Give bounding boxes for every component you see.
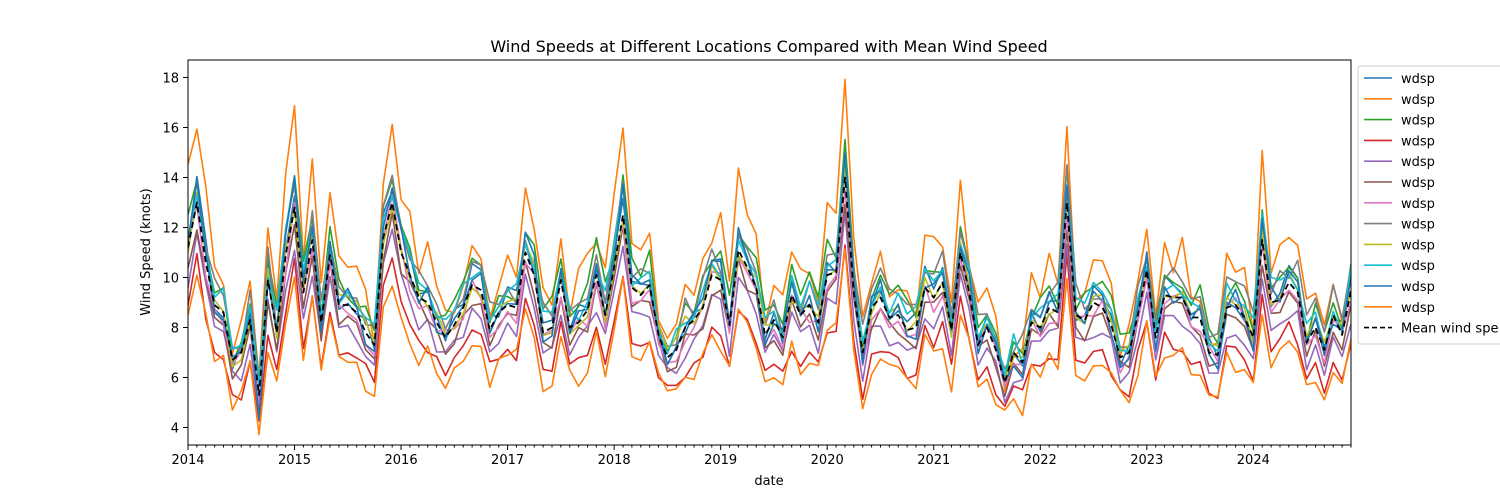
legend-label: wdsp <box>1401 197 1435 212</box>
series-layer <box>188 78 1351 436</box>
y-tick-label: 10 <box>162 272 179 287</box>
series-line-10 <box>188 153 1351 385</box>
legend-label: wdsp <box>1401 301 1435 316</box>
y-tick-label: 8 <box>171 322 179 337</box>
x-tick-label: 2015 <box>278 453 311 468</box>
x-tick-label: 2023 <box>1130 453 1163 468</box>
x-tick-label: 2021 <box>917 453 950 468</box>
y-tick-label: 18 <box>162 72 179 87</box>
chart-title: Wind Speeds at Different Locations Compa… <box>490 37 1047 56</box>
legend-label: Mean wind spe <box>1401 322 1498 337</box>
y-tick-label: 12 <box>162 222 179 237</box>
y-axis-label: Wind Speed (knots) <box>139 188 154 315</box>
legend-label: wdsp <box>1401 134 1435 149</box>
x-tick-label: 2016 <box>385 453 418 468</box>
y-tick-label: 14 <box>162 172 179 187</box>
y-tick-label: 6 <box>171 372 179 387</box>
legend-frame <box>1357 65 1500 345</box>
x-tick-label: 2018 <box>598 453 631 468</box>
legend-label: wdsp <box>1401 259 1435 274</box>
x-tick-label: 2019 <box>704 453 737 468</box>
legend-label: wdsp <box>1401 218 1435 233</box>
x-tick-label: 2017 <box>491 453 524 468</box>
x-axis: 2014 2015 2016 2017 2018 2019 2020 2021 2022 2023… <box>171 445 1352 468</box>
plot-area <box>187 59 1352 446</box>
series-line-8 <box>188 155 1351 380</box>
x-tick-label: 2014 <box>171 453 204 468</box>
x-axis-label: date <box>754 474 783 489</box>
legend-label: wdsp <box>1401 176 1435 191</box>
series-line-2 <box>188 78 1351 393</box>
legend-label: wdsp <box>1401 280 1435 295</box>
x-tick-label: 2022 <box>1024 453 1057 468</box>
x-tick-label: 2020 <box>811 453 844 468</box>
mean-wind-speed-line <box>188 176 1351 396</box>
y-tick-label: 16 <box>162 122 179 137</box>
x-tick-label: 2024 <box>1237 453 1270 468</box>
legend-label: wdsp <box>1401 155 1435 170</box>
legend-label: wdsp <box>1401 238 1435 253</box>
plot-frame <box>187 59 1352 446</box>
legend-label: wdsp <box>1401 114 1435 129</box>
y-axis: 4 6 8 10 12 14 16 18 <box>162 72 188 437</box>
legend-label: wdsp <box>1401 72 1435 87</box>
series-line-12 <box>188 248 1351 436</box>
legend-label: wdsp <box>1401 93 1435 108</box>
legend: wdsp wdsp wdsp wdsp wdsp wdsp wdsp wdsp wdsp wdsp… <box>1357 65 1500 345</box>
y-tick-label: 4 <box>171 422 179 437</box>
